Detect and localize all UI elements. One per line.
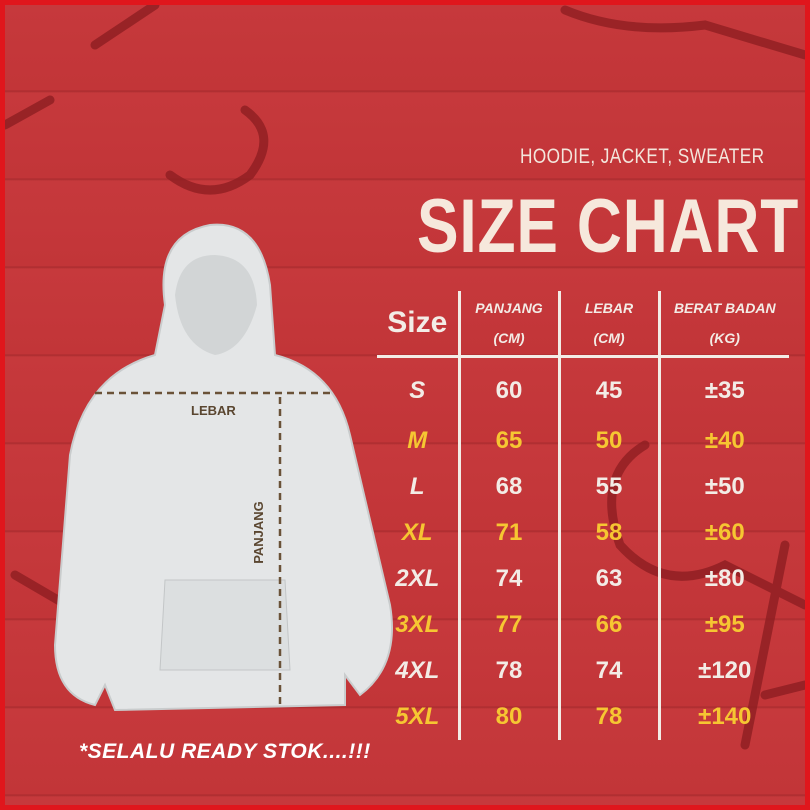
header-berat: BERAT BADAN (KG) (657, 291, 789, 358)
stock-note: *SELALU READY STOK....!!! (79, 740, 371, 763)
cell-size: 5XL (395, 703, 440, 730)
length-label: PANJANG (250, 501, 266, 564)
header-label: PANJANG (475, 300, 543, 316)
cell-lebar: 63 (557, 556, 659, 602)
cell-berat: ±120 (657, 648, 789, 694)
cell-panjang: 77 (457, 602, 559, 648)
cell-lebar: 58 (557, 510, 659, 556)
cell-lebar: 66 (557, 602, 659, 648)
cell-berat: ±80 (657, 556, 789, 602)
cell-panjang: 71 (457, 510, 559, 556)
table-row: 2XL 74 63 ±80 (377, 556, 789, 602)
header-unit: (KG) (709, 330, 740, 346)
header-lebar: LEBAR (CM) (557, 291, 659, 358)
cell-berat: ±50 (657, 464, 789, 510)
cell-berat: ±95 (657, 602, 789, 648)
hoodie-image (53, 223, 393, 712)
cell-berat: ±140 (657, 694, 789, 740)
cell-berat: ±35 (657, 356, 789, 418)
header-panjang: PANJANG (CM) (457, 291, 559, 358)
page-title: SIZE CHART (417, 184, 800, 269)
cell-panjang: 74 (457, 556, 559, 602)
cell-panjang: 68 (457, 464, 559, 510)
cell-size: 2XL (395, 565, 440, 592)
cell-panjang: 65 (457, 418, 559, 464)
cell-lebar: 74 (557, 648, 659, 694)
cell-panjang: 78 (457, 648, 559, 694)
cell-lebar: 55 (557, 464, 659, 510)
product-types: HOODIE, JACKET, SWEATER (520, 145, 765, 168)
width-label: LEBAR (191, 403, 236, 418)
cell-size: L (409, 473, 425, 500)
cell-panjang: 60 (457, 356, 559, 418)
cell-lebar: 45 (557, 356, 659, 418)
cell-size: M (407, 427, 428, 454)
cell-size: S (409, 377, 426, 404)
table-row: S 60 45 ±35 (377, 356, 789, 418)
table-row: XL 71 58 ±60 (377, 510, 789, 556)
header-label: Size (387, 306, 448, 339)
cell-size: 4XL (395, 657, 440, 684)
table-row: L 68 55 ±50 (377, 464, 789, 510)
cell-berat: ±40 (657, 418, 789, 464)
table-row: M 65 50 ±40 (377, 418, 789, 464)
table-row: 3XL 77 66 ±95 (377, 602, 789, 648)
cell-berat: ±60 (657, 510, 789, 556)
header-label: LEBAR (584, 300, 634, 316)
header-unit: (CM) (593, 330, 625, 346)
cell-lebar: 78 (557, 694, 659, 740)
header-label: BERAT BADAN (673, 300, 776, 316)
cell-panjang: 80 (457, 694, 559, 740)
table-row: 4XL 78 74 ±120 (377, 648, 789, 694)
size-table: Size PANJANG (CM) LEBAR (CM) BERAT BADAN (K… (377, 291, 789, 740)
table-row: 5XL 80 78 ±140 (377, 694, 789, 740)
table-header: Size PANJANG (CM) LEBAR (CM) BERAT BADAN (K… (377, 291, 789, 358)
cell-size: 3XL (395, 611, 440, 638)
cell-lebar: 50 (557, 418, 659, 464)
cell-size: XL (401, 519, 433, 546)
header-unit: (CM) (493, 330, 525, 346)
header-size: Size (377, 291, 459, 358)
